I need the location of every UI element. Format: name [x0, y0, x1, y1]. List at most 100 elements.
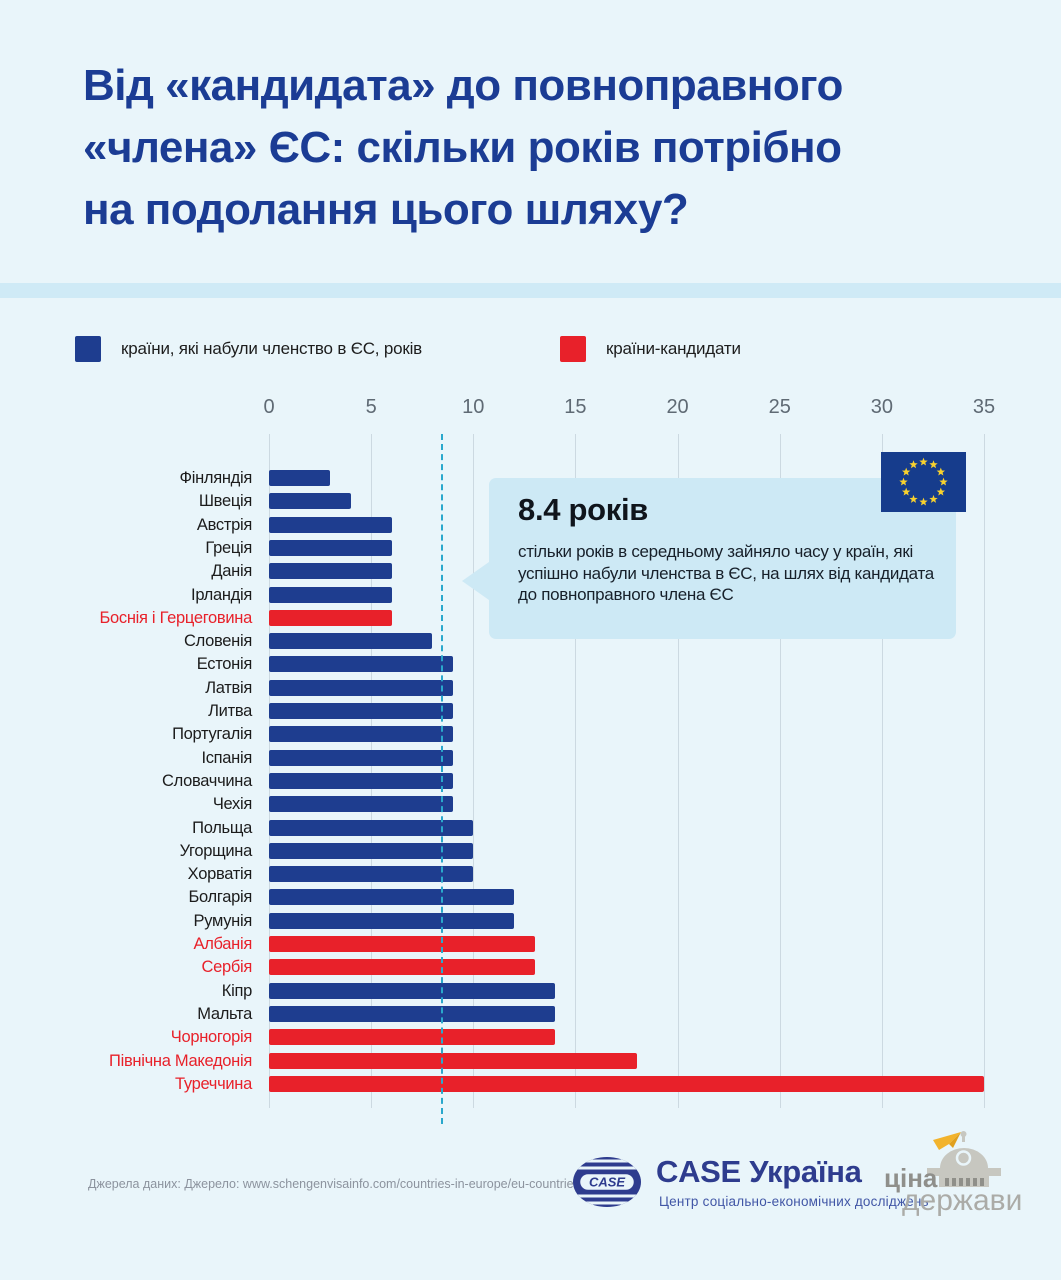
- country-label: Ірландія: [191, 585, 252, 604]
- chart-bar: [269, 749, 453, 766]
- average-callout: 8.4 років стільки років в середньому зай…: [462, 478, 956, 639]
- chart-bar: [269, 982, 555, 999]
- country-label: Швеція: [198, 492, 252, 511]
- country-label: Фінляндія: [179, 469, 252, 487]
- eu-star-icon: [901, 467, 911, 476]
- eu-star-icon: [909, 460, 918, 469]
- country-label: Туреччина: [174, 1074, 252, 1093]
- axis-tick-30: 30: [870, 396, 893, 418]
- title-line-3: на подолання цього шляху?: [83, 185, 689, 234]
- chart-bar: [269, 493, 351, 510]
- callout-headline: 8.4 років: [518, 492, 649, 527]
- country-label: Естонія: [196, 655, 253, 674]
- gridline-35: [984, 434, 985, 1108]
- country-label: Румунія: [193, 911, 253, 930]
- country-label: Польща: [192, 818, 252, 837]
- country-label: Іспанія: [201, 748, 252, 767]
- chart-bar: [269, 819, 474, 836]
- country-label: Болгарія: [188, 888, 253, 907]
- eu-star-icon: [919, 497, 928, 506]
- legend-label-members: країни, які набули членство в ЄС, років: [121, 339, 422, 358]
- eu-flag-icon: [881, 452, 966, 512]
- chart-bar: [269, 703, 453, 719]
- chart-bar: [269, 1052, 637, 1069]
- gridline-10: [473, 434, 475, 1108]
- legend-label-candidates: країни-кандидати: [606, 339, 741, 358]
- chart-bar: [269, 889, 515, 906]
- eu-star-icon: [901, 487, 911, 496]
- callout-tail: [462, 562, 489, 600]
- chart-bar: [269, 1075, 984, 1092]
- chart-bar: [269, 772, 453, 789]
- axis-tick-25: 25: [768, 396, 791, 418]
- divider-band: [0, 283, 1061, 298]
- gridline-5: [371, 434, 373, 1108]
- chart-bar: [269, 936, 535, 952]
- chart-bar: [269, 633, 433, 650]
- page-title: Від «кандидата» до повноправного «члена»…: [83, 55, 1003, 241]
- chart-bar: [269, 679, 453, 696]
- chart-bar: [269, 1005, 555, 1022]
- gridline-15: [575, 434, 577, 1108]
- country-label: Словенія: [184, 632, 252, 651]
- chart-bar: [269, 609, 392, 626]
- chart-bar: [269, 1029, 555, 1046]
- average-dashed-line: [440, 434, 443, 1124]
- country-label: Греція: [205, 538, 252, 557]
- legend-swatch-members: [75, 336, 101, 362]
- case-logo-subtitle: Центр соціально-економічних досліджень: [659, 1194, 929, 1209]
- eu-star-icon: [929, 460, 938, 469]
- case-logo-name: CASE Україна: [656, 1154, 862, 1189]
- axis-tick-10: 10: [462, 396, 485, 418]
- country-label: Кіпр: [221, 981, 253, 1000]
- axis-tick-35: 35: [972, 396, 996, 418]
- eu-star-icon: [909, 494, 918, 503]
- eu-star-icon: [919, 457, 928, 466]
- chart-bar: [269, 516, 392, 533]
- price-of-state-word1: ціна: [884, 1163, 938, 1193]
- chart: 0 5 10 15 20 25 30 35 Фінляндія Швеція Австрія Грец…: [0, 396, 1061, 1126]
- callout-body: стільки років в середньому зайняло часу …: [518, 542, 934, 604]
- country-label: Португалія: [172, 725, 252, 744]
- eu-star-icon: [929, 494, 938, 503]
- case-logo-icon: CASE: [573, 1157, 641, 1207]
- parliament-building-icon: [927, 1131, 1001, 1187]
- chart-bar: [269, 726, 453, 743]
- axis-tick-20: 20: [666, 396, 689, 418]
- eu-star-icon: [899, 477, 908, 486]
- country-label: Австрія: [196, 515, 252, 534]
- country-label: Сербія: [201, 958, 252, 977]
- source-note: Джерела даних: Джерело: www.schengenvisa…: [88, 1177, 584, 1191]
- axis-tick-0: 0: [263, 396, 275, 418]
- chart-bar: [269, 796, 453, 813]
- country-label: Литва: [208, 702, 252, 720]
- country-label: Угорщина: [179, 841, 253, 860]
- chart-bar: [269, 656, 453, 673]
- chart-bar: [269, 959, 535, 976]
- eu-star-icon: [939, 477, 948, 486]
- eu-star-icon: [936, 467, 946, 476]
- country-label: Мальта: [197, 1004, 252, 1023]
- chart-bar: [269, 912, 515, 929]
- gridline-25: [779, 434, 781, 1108]
- chart-bar: [269, 866, 474, 883]
- chart-bar: [269, 470, 331, 486]
- axis-tick-5: 5: [365, 396, 377, 418]
- title-line-1: Від «кандидата» до повноправного: [83, 61, 843, 110]
- gridline-20: [677, 434, 679, 1108]
- country-label: Словаччина: [162, 771, 252, 790]
- country-label: Чехія: [212, 795, 252, 814]
- country-label: Північна Македонія: [109, 1051, 252, 1070]
- country-label: Данія: [211, 562, 252, 581]
- chart-bar: [269, 539, 392, 556]
- chart-bar: [269, 586, 392, 603]
- country-label: Албанія: [193, 935, 253, 953]
- country-label: Боснія і Герцеговина: [99, 608, 252, 627]
- chart-bar: [269, 563, 392, 580]
- title-line-2: «члена» ЄС: скільки років потрібно: [83, 123, 842, 172]
- legend-item-candidates: країни-кандидати: [560, 336, 741, 362]
- gridline-0: [269, 434, 270, 1108]
- chart-bar: [269, 842, 474, 859]
- price-of-state-word2: держави: [902, 1184, 1023, 1217]
